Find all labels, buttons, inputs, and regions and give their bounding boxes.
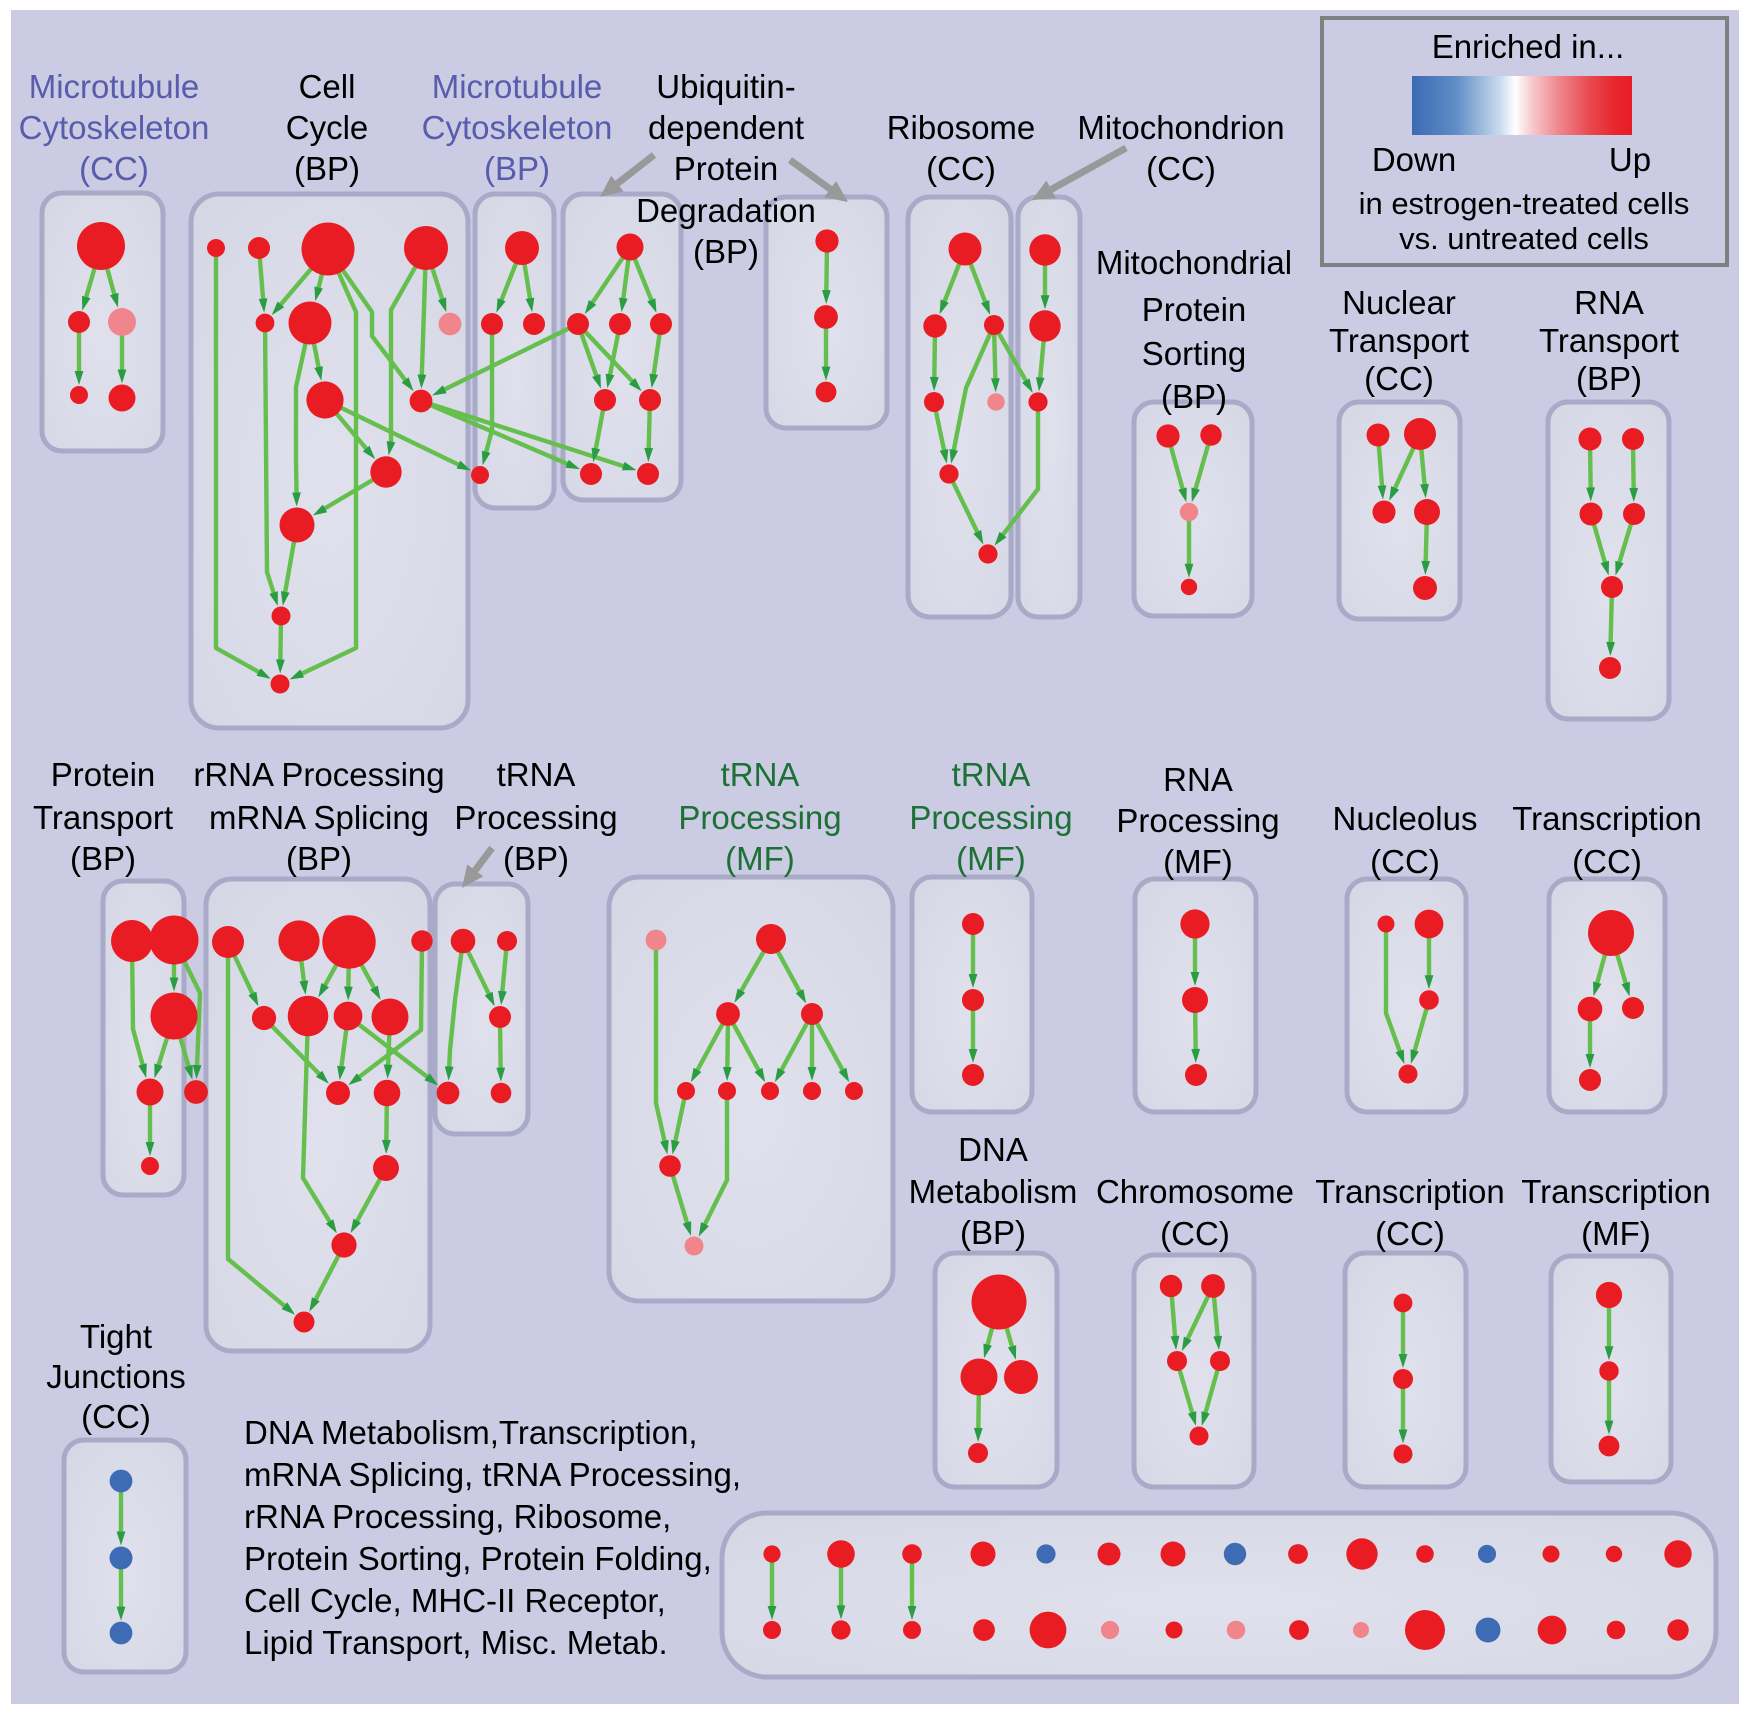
svg-text:tRNA: tRNA <box>952 756 1031 793</box>
svg-text:(BP): (BP) <box>1576 360 1642 397</box>
svg-text:rRNA Processing: rRNA Processing <box>193 756 444 793</box>
svg-text:(BP): (BP) <box>960 1214 1026 1251</box>
svg-text:Transport: Transport <box>1539 322 1679 359</box>
svg-text:Transcription: Transcription <box>1512 800 1702 837</box>
svg-text:(BP): (BP) <box>503 840 569 877</box>
svg-text:Up: Up <box>1609 141 1651 178</box>
svg-text:DNA Metabolism,Transcription,: DNA Metabolism,Transcription, <box>244 1414 698 1451</box>
svg-text:Protein Sorting, Protein Foldi: Protein Sorting, Protein Folding, <box>244 1540 712 1577</box>
svg-text:(MF): (MF) <box>725 840 795 877</box>
svg-text:(CC): (CC) <box>1160 1215 1230 1252</box>
svg-text:Junctions: Junctions <box>46 1358 185 1395</box>
svg-text:(BP): (BP) <box>294 150 360 187</box>
svg-text:(BP): (BP) <box>1161 378 1227 415</box>
svg-text:(CC): (CC) <box>79 150 149 187</box>
svg-text:(BP): (BP) <box>693 233 759 270</box>
svg-text:Cytoskeleton: Cytoskeleton <box>19 109 210 146</box>
svg-text:Processing: Processing <box>1116 802 1279 839</box>
svg-text:(CC): (CC) <box>1364 360 1434 397</box>
svg-text:Processing: Processing <box>909 799 1072 836</box>
svg-text:Mitochondrial: Mitochondrial <box>1096 244 1292 281</box>
svg-text:Transport: Transport <box>1329 322 1469 359</box>
svg-text:Ribosome: Ribosome <box>887 109 1036 146</box>
svg-text:Transcription: Transcription <box>1521 1173 1711 1210</box>
svg-text:Protein: Protein <box>674 150 779 187</box>
svg-text:(MF): (MF) <box>956 840 1026 877</box>
svg-text:Nuclear: Nuclear <box>1342 284 1456 321</box>
svg-text:(MF): (MF) <box>1581 1215 1651 1252</box>
svg-text:mRNA Splicing, tRNA Processing: mRNA Splicing, tRNA Processing, <box>244 1456 741 1493</box>
svg-text:RNA: RNA <box>1574 284 1644 321</box>
svg-text:vs. untreated cells: vs. untreated cells <box>1399 221 1649 256</box>
svg-text:Cycle: Cycle <box>286 109 369 146</box>
svg-text:(BP): (BP) <box>70 840 136 877</box>
svg-text:mRNA Splicing: mRNA Splicing <box>209 799 429 836</box>
svg-text:DNA: DNA <box>958 1131 1028 1168</box>
svg-text:(CC): (CC) <box>926 150 996 187</box>
svg-text:dependent: dependent <box>648 109 804 146</box>
svg-text:Metabolism: Metabolism <box>909 1173 1078 1210</box>
svg-text:Cell: Cell <box>299 68 356 105</box>
svg-text:Sorting: Sorting <box>1142 335 1247 372</box>
svg-text:Protein: Protein <box>1142 291 1247 328</box>
svg-text:rRNA Processing, Ribosome,: rRNA Processing, Ribosome, <box>244 1498 671 1535</box>
svg-text:(CC): (CC) <box>1375 1215 1445 1252</box>
svg-text:(CC): (CC) <box>1146 150 1216 187</box>
svg-text:Tight: Tight <box>80 1318 152 1355</box>
svg-text:Processing: Processing <box>678 799 841 836</box>
svg-text:(CC): (CC) <box>1370 843 1440 880</box>
svg-text:Nucleolus: Nucleolus <box>1333 800 1478 837</box>
svg-text:Chromosome: Chromosome <box>1096 1173 1294 1210</box>
svg-text:(BP): (BP) <box>484 150 550 187</box>
svg-text:tRNA: tRNA <box>497 756 576 793</box>
svg-text:(BP): (BP) <box>286 840 352 877</box>
svg-text:RNA: RNA <box>1163 761 1233 798</box>
svg-text:Transport: Transport <box>33 799 173 836</box>
svg-text:Transcription: Transcription <box>1315 1173 1505 1210</box>
svg-text:Enriched in...: Enriched in... <box>1432 28 1625 65</box>
svg-text:Degradation: Degradation <box>636 192 816 229</box>
svg-text:(CC): (CC) <box>1572 843 1642 880</box>
svg-text:Microtubule: Microtubule <box>432 68 603 105</box>
svg-text:Protein: Protein <box>51 756 156 793</box>
svg-text:Microtubule: Microtubule <box>29 68 200 105</box>
svg-text:(MF): (MF) <box>1163 843 1233 880</box>
svg-text:(CC): (CC) <box>81 1398 151 1435</box>
svg-text:tRNA: tRNA <box>721 756 800 793</box>
svg-text:Cytoskeleton: Cytoskeleton <box>422 109 613 146</box>
svg-text:in estrogen-treated cells: in estrogen-treated cells <box>1359 186 1690 221</box>
svg-text:Cell Cycle, MHC-II Receptor,: Cell Cycle, MHC-II Receptor, <box>244 1582 666 1619</box>
svg-text:Processing: Processing <box>454 799 617 836</box>
svg-text:Down: Down <box>1372 141 1456 178</box>
svg-text:Ubiquitin-: Ubiquitin- <box>656 68 795 105</box>
svg-text:Lipid Transport, Misc. Metab.: Lipid Transport, Misc. Metab. <box>244 1624 668 1661</box>
svg-text:Mitochondrion: Mitochondrion <box>1077 109 1284 146</box>
